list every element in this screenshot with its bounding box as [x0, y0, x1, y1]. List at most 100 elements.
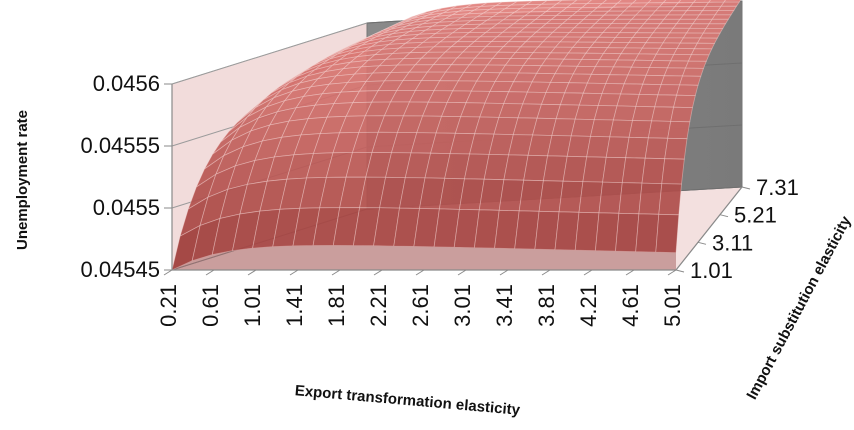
- surface-cell: [667, 120, 691, 140]
- y-tick-label: 3.11: [712, 230, 753, 255]
- surface-cell: [720, 1, 741, 7]
- surface-cell: [648, 60, 672, 69]
- x-tick-mark: [205, 269, 215, 276]
- surface-cell: [687, 54, 710, 62]
- x-tick-label: 2.61: [408, 284, 433, 327]
- x-tick-label: 1.01: [240, 284, 265, 327]
- x-tick-mark: [247, 269, 257, 276]
- x-tick-mark: [499, 269, 509, 276]
- surface-cell: [662, 0, 682, 4]
- surface-mesh: [171, 0, 742, 271]
- surface-cell: [658, 183, 682, 216]
- surface-cell: [657, 84, 681, 96]
- x-tick-label: 3.01: [450, 284, 475, 327]
- surface-cell: [638, 182, 663, 215]
- y-axis-title: Import substitution elasticity: [743, 213, 854, 403]
- surface-cell: [645, 67, 669, 77]
- surface-cell: [655, 213, 680, 254]
- surface-cell: [616, 93, 640, 107]
- surface-cell: [586, 135, 611, 158]
- x-tick-label: 5.01: [660, 284, 685, 327]
- surface-cell: [621, 157, 646, 184]
- x-tick-mark: [163, 269, 173, 276]
- surface-cell: [684, 60, 707, 69]
- y-tick-label: 1.01: [690, 258, 733, 283]
- surface-cell: [699, 32, 721, 39]
- surface-cell: [673, 48, 696, 56]
- x-tick-mark: [541, 269, 551, 276]
- surface-cell: [681, 67, 705, 77]
- surface-cell: [609, 119, 633, 138]
- x-tick-label: 1.81: [324, 284, 349, 327]
- surface-cell: [635, 213, 660, 253]
- x-tick-mark: [457, 269, 467, 276]
- z-axis-title: Unemployment rate: [14, 110, 31, 250]
- surface-cell: [679, 75, 702, 86]
- x-tick-label: 4.21: [576, 284, 601, 327]
- z-tick-label: 0.04545: [80, 257, 160, 282]
- surface-cell: [555, 0, 578, 5]
- x-tick-label: 1.41: [282, 284, 307, 327]
- surface-cell: [676, 42, 699, 50]
- surface-cell: [598, 181, 623, 214]
- surface-cell: [582, 156, 607, 183]
- surface-cell: [654, 94, 678, 108]
- y-tick-mark: [675, 269, 685, 273]
- surface-cell: [690, 48, 713, 56]
- surface-cell: [660, 75, 684, 86]
- surface-cell: [602, 156, 627, 184]
- surface-cell: [693, 42, 716, 50]
- z-gridline-left: [171, 22, 368, 85]
- z-axis-tick-labels: 0.04545 0.0455 0.04555 0.0456: [80, 71, 160, 282]
- surface-cell: [696, 37, 718, 44]
- surface-cell: [714, 10, 735, 16]
- surface-cell: [642, 74, 665, 86]
- z-tick-label: 0.04555: [80, 133, 160, 158]
- y-tick-mark: [719, 214, 729, 218]
- surface-cell: [708, 18, 730, 25]
- surface-cell: [574, 211, 600, 252]
- surface-cell: [705, 23, 727, 29]
- x-tick-mark: [667, 269, 677, 276]
- surface-cell: [676, 84, 699, 97]
- surface-cell: [664, 137, 688, 160]
- surface-cell: [663, 67, 687, 77]
- surface-cell: [615, 212, 640, 253]
- surface-cell: [594, 212, 620, 252]
- surface-cell: [651, 106, 675, 122]
- x-axis-tick-labels: 0.21 0.61 1.01 1.41 1.81 2.21 2.61 3.01 3.41 3.81…: [156, 284, 685, 327]
- surface-cell: [631, 105, 656, 122]
- surface-cell: [635, 93, 659, 108]
- surface-cell: [638, 83, 662, 96]
- surface-cell: [628, 120, 653, 139]
- surface-cell: [679, 37, 701, 44]
- y-tick-label: 7.31: [756, 175, 799, 200]
- y-axis-line: [675, 186, 743, 271]
- surface-cell: [625, 136, 649, 159]
- y-axis-tick-labels: 1.01 3.115.21 7.31: [690, 175, 799, 283]
- x-tick-mark: [373, 269, 383, 276]
- surface-front-edge: [172, 245, 676, 270]
- x-tick-label: 3.41: [492, 284, 517, 327]
- surface-cell: [578, 181, 604, 214]
- surface-cell: [670, 106, 693, 123]
- surface-cell: [670, 53, 693, 62]
- x-tick-label: 4.61: [618, 284, 643, 327]
- y-tick-mark: [741, 186, 751, 190]
- x-tick-mark: [289, 269, 299, 276]
- x-tick-label: 0.21: [156, 284, 181, 327]
- y-tick-label: 5.21: [734, 203, 777, 228]
- surface-cell: [673, 94, 696, 109]
- x-tick-mark: [625, 269, 635, 276]
- surface-cell: [666, 60, 690, 69]
- surface-cell: [644, 137, 669, 160]
- z-tick-label: 0.0456: [93, 71, 160, 96]
- x-tick-mark: [583, 269, 593, 276]
- surface-cell: [711, 14, 732, 20]
- axis-lines: [163, 83, 751, 276]
- y-tick-mark: [697, 241, 707, 245]
- x-tick-label: 2.21: [366, 284, 391, 327]
- surface-cell: [618, 182, 643, 215]
- x-tick-mark: [331, 269, 341, 276]
